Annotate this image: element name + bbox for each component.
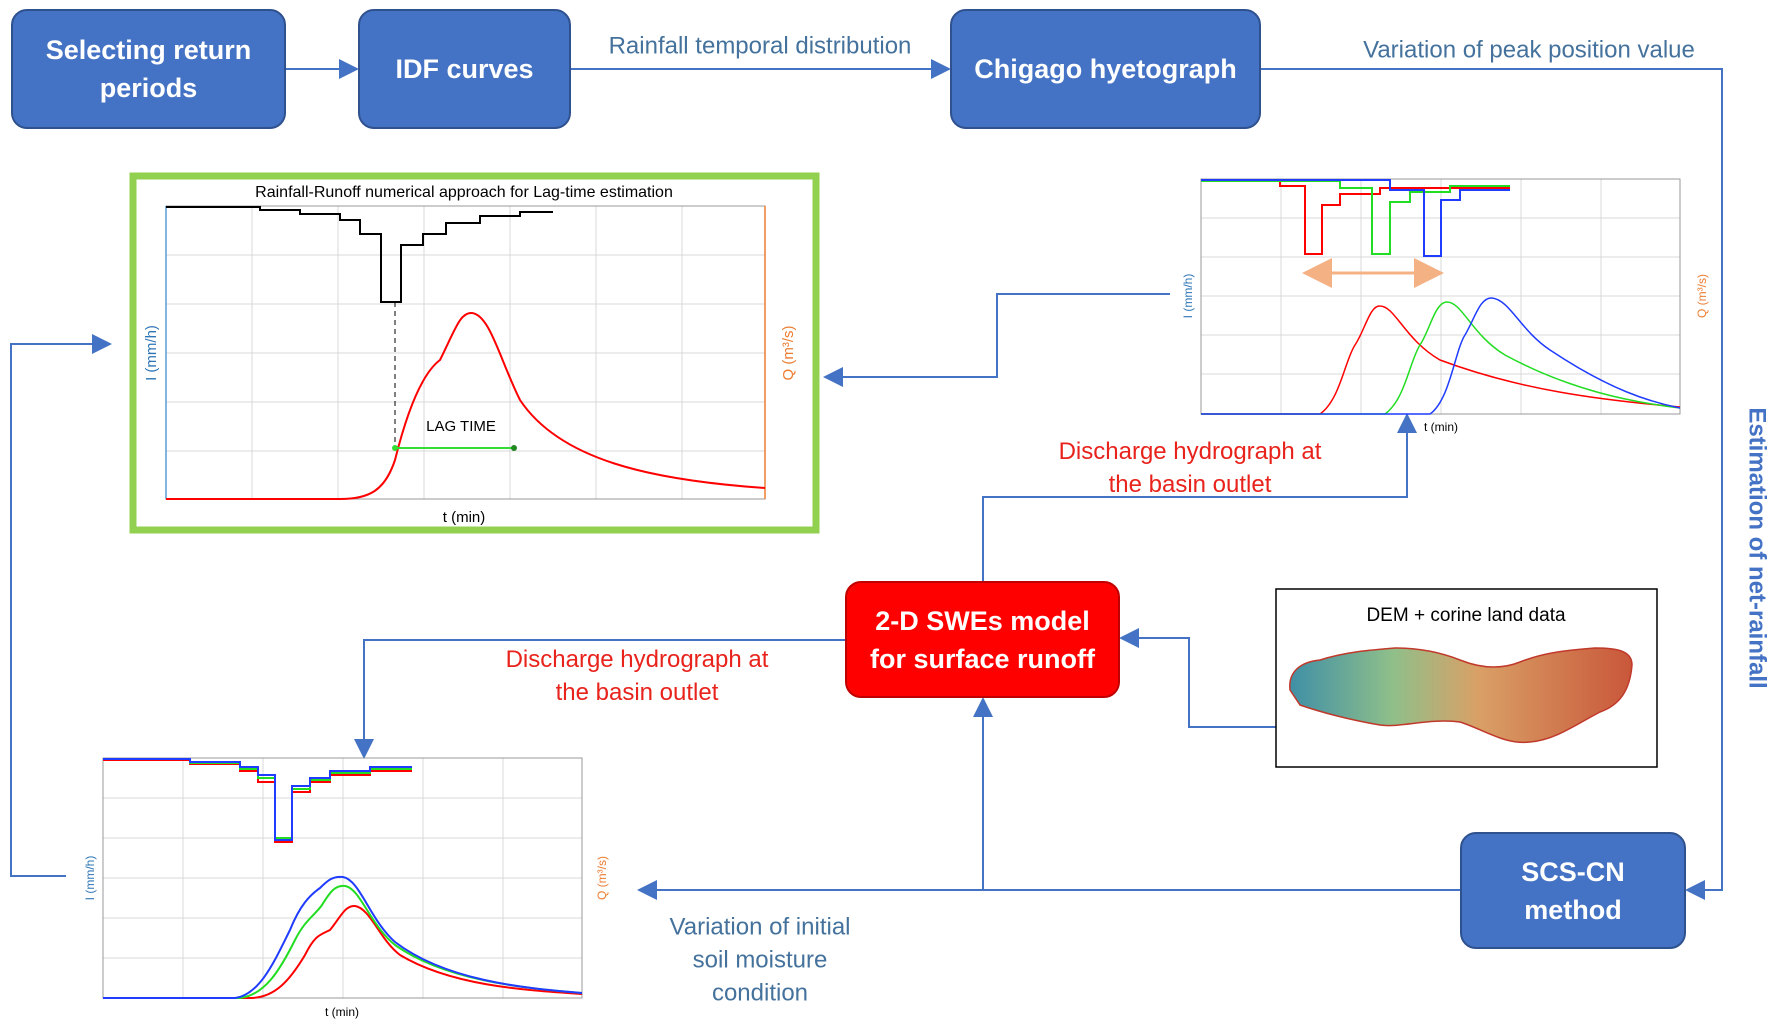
annotation: LAG TIME: [426, 418, 496, 435]
moisture-chart: t (min) I (mm/h) Q (m³/s): [83, 758, 609, 1019]
process-box: IDF curves: [358, 9, 571, 129]
y2-axis-label: Q (m³/s): [780, 326, 797, 381]
box-label: method: [1524, 891, 1622, 929]
diagram: Rainfall-Runoff numerical approach for L…: [0, 0, 1772, 1022]
lag-dot: [392, 445, 398, 451]
x-axis-label: t (min): [443, 509, 486, 526]
y-axis-label: I (mm/h): [143, 325, 160, 381]
edge-text: soil moisture: [670, 944, 851, 977]
edge-text: Rainfall temporal distribution: [609, 30, 912, 63]
edge-label: Variation of peak position value: [1363, 34, 1695, 67]
box-label: IDF curves: [395, 50, 533, 88]
process-box: Chigago hyetograph: [950, 9, 1261, 129]
edge-text: the basin outlet: [506, 676, 769, 709]
hyetograph: [1201, 180, 1510, 254]
dem-panel: DEM + corine land data: [1276, 589, 1657, 767]
arrow: [11, 344, 110, 876]
arrow: [1121, 638, 1276, 727]
edge-text: condition: [670, 977, 851, 1010]
box-label: 2-D SWEs model: [875, 602, 1090, 640]
arrow: [825, 294, 1170, 377]
x-axis-label: t (min): [1424, 420, 1458, 434]
edge-text: Estimation of net-rainfall: [1741, 407, 1772, 688]
edge-label: Estimation of net-rainfall: [1741, 407, 1772, 688]
edge-label: Rainfall temporal distribution: [609, 30, 912, 63]
peak-chart: t (min) I (mm/h) Q (m³/s): [1181, 179, 1709, 434]
y2-axis-label: Q (m³/s): [595, 856, 609, 900]
box-label: Selecting return: [46, 31, 252, 69]
y-axis-label: I (mm/h): [1181, 274, 1195, 319]
box-label: for surface runoff: [870, 640, 1095, 678]
y-axis-label: I (mm/h): [83, 856, 97, 901]
lag-chart: Rainfall-Runoff numerical approach for L…: [133, 176, 816, 530]
edge-text: Variation of initial: [670, 911, 851, 944]
box-label: Chigago hyetograph: [974, 50, 1237, 88]
edge-text: the basin outlet: [1059, 468, 1322, 501]
edge-text: Discharge hydrograph at: [1059, 435, 1322, 468]
lag-dot: [511, 445, 517, 451]
y2-axis-label: Q (m³/s): [1695, 274, 1709, 318]
edge-text: Discharge hydrograph at: [506, 643, 769, 676]
box-label: periods: [100, 69, 198, 107]
x-axis-label: t (min): [325, 1005, 359, 1019]
dem-title: DEM + corine land data: [1366, 605, 1566, 626]
box-label: SCS-CN: [1521, 853, 1625, 891]
chart-title: Rainfall-Runoff numerical approach for L…: [255, 184, 673, 201]
hyetograph: [103, 759, 412, 840]
edge-text: Variation of peak position value: [1363, 34, 1695, 67]
